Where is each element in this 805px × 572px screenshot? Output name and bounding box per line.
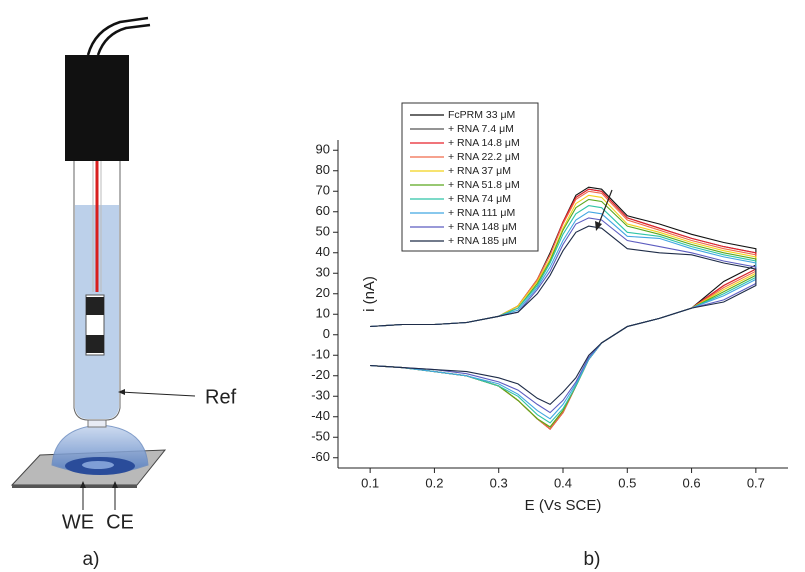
y-tick-label: 70 [316,183,330,198]
y-tick-label: 60 [316,203,330,218]
we-label: WE [62,511,94,533]
y-tick-label: 40 [316,244,330,259]
ref-label: Ref [205,386,237,408]
legend-label: + RNA 51.8 μM [448,179,520,191]
legend-label: FcPRM 33 μM [448,109,515,121]
legend-label: + RNA 7.4 μM [448,123,514,135]
x-tick-label: 0.5 [618,475,636,490]
substrate-edge [12,485,137,488]
x-tick-label: 0.2 [425,475,443,490]
ce-label: CE [106,511,134,533]
legend-label: + RNA 148 μM [448,221,517,233]
ref-arrow [119,391,196,397]
junction-band [86,297,104,315]
y-tick-label: -40 [311,408,330,423]
x-tick-label: 0.3 [490,475,508,490]
cable [86,16,149,56]
legend-label: + RNA 111 μM [448,207,515,219]
x-tick-label: 0.7 [747,475,765,490]
y-tick-label: 90 [316,142,330,157]
y-tick-label: 30 [316,265,330,280]
x-tick-label: 0.6 [683,475,701,490]
connector [65,55,129,161]
legend-box [401,102,539,252]
we-arrow-head [80,481,86,488]
counter-electrode [82,461,114,469]
legend-label: + RNA 185 μM [448,235,517,247]
y-tick-label: 20 [316,285,330,300]
electrode-diagram: Ref WE CE [10,16,237,533]
y-axis-label: i (nA) [361,276,378,312]
y-tick-label: 0 [323,326,330,341]
panel-label: b) [584,549,601,570]
junction-band [86,335,104,353]
cv-chart: -60 -50 -40 -30 -20 -10 0 10 20 30 40 50 60 70 80 90 0.1… [311,102,788,514]
y-tick-label: 80 [316,162,330,177]
ref-arrow-head [118,389,125,395]
legend-label: + RNA 14.8 μM [448,137,520,149]
y-tick-label: -30 [311,388,330,403]
y-tick-label: -60 [311,449,330,464]
cv-curve [370,225,757,406]
panel-label: a) [83,549,100,570]
cable [96,23,151,56]
ce-arrow-head [112,481,118,488]
legend-label: + RNA 22.2 μM [448,151,520,163]
x-tick-label: 0.1 [361,475,379,490]
legend-label: + RNA 37 μM [448,165,511,177]
y-tick-label: -50 [311,429,330,444]
y-tick-label: -20 [311,367,330,382]
y-tick-label: -10 [311,347,330,362]
scan-arrow-head [595,221,602,231]
y-tick-label: 50 [316,224,330,239]
x-axis-label: E (Vs SCE) [525,497,602,514]
legend-label: + RNA 74 μM [448,193,511,205]
x-tick-label: 0.4 [554,475,572,490]
scan-arrow [597,189,613,227]
y-tick-label: 10 [316,306,330,321]
